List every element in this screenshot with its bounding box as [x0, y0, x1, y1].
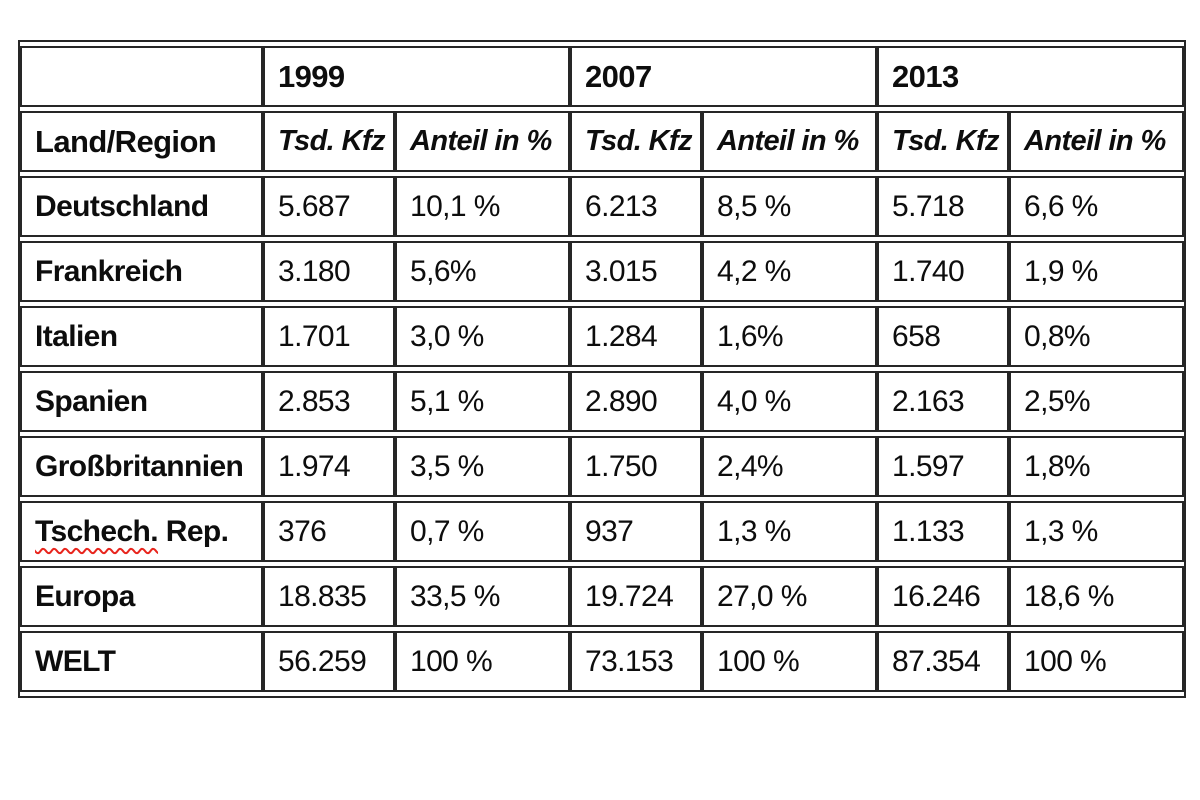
data-cell: 5.718	[877, 176, 1010, 237]
data-cell: 1.740	[877, 241, 1010, 302]
spellcheck-underline: Tschech.	[35, 514, 159, 548]
table-row: Italien 1.701 3,0 % 1.284 1,6% 658 0,8%	[20, 306, 1185, 367]
row-label: Europa	[20, 566, 263, 627]
data-cell: 18.835	[263, 566, 395, 627]
data-cell: 2,4%	[702, 436, 878, 497]
data-cell: 1.284	[570, 306, 703, 367]
data-cell: 4,2 %	[702, 241, 878, 302]
data-cell: 18,6 %	[1009, 566, 1185, 627]
data-cell: 376	[263, 501, 395, 562]
data-cell: 19.724	[570, 566, 703, 627]
data-cell: 33,5 %	[395, 566, 571, 627]
row-label: Italien	[20, 306, 263, 367]
row-label: Frankreich	[20, 241, 263, 302]
data-cell: 0,8%	[1009, 306, 1185, 367]
column-header-kfz-2013: Tsd. Kfz	[877, 111, 1010, 172]
row-label: Großbritannien	[20, 436, 263, 497]
row-label: Tschech. Rep.	[20, 501, 263, 562]
column-header-row: Land/Region Tsd. Kfz Anteil in % Tsd. Kf…	[20, 111, 1185, 172]
data-cell: 10,1 %	[395, 176, 571, 237]
data-cell: 1,6%	[702, 306, 878, 367]
year-header-1999: 1999	[263, 46, 571, 107]
data-cell: 87.354	[877, 631, 1010, 692]
data-cell: 2.853	[263, 371, 395, 432]
data-cell: 2.890	[570, 371, 703, 432]
column-header-kfz-2007: Tsd. Kfz	[570, 111, 703, 172]
table-row: Großbritannien 1.974 3,5 % 1.750 2,4% 1.597 1,…	[20, 436, 1185, 497]
vehicle-production-table: 1999 2007 2013 Land/Region Tsd. Kfz Ante…	[20, 42, 1185, 696]
table-row: Tschech. Rep. 376 0,7 % 937 1,3 % 1.133 1,3 %	[20, 501, 1185, 562]
data-cell: 3,5 %	[395, 436, 571, 497]
column-header-anteil-2007: Anteil in %	[702, 111, 878, 172]
data-cell: 56.259	[263, 631, 395, 692]
data-cell: 1,3 %	[702, 501, 878, 562]
column-header-kfz-1999: Tsd. Kfz	[263, 111, 395, 172]
year-header-2007: 2007	[570, 46, 878, 107]
data-cell: 1.133	[877, 501, 1010, 562]
row-label: Spanien	[20, 371, 263, 432]
table-row: WELT 56.259 100 % 73.153 100 % 87.354 100 %	[20, 631, 1185, 692]
table-row: Frankreich 3.180 5,6% 3.015 4,2 % 1.740 1,9 %	[20, 241, 1185, 302]
data-cell: 2,5%	[1009, 371, 1185, 432]
data-cell: 3.180	[263, 241, 395, 302]
data-cell: 1.701	[263, 306, 395, 367]
data-cell: 5,1 %	[395, 371, 571, 432]
data-cell: 658	[877, 306, 1010, 367]
data-cell: 8,5 %	[702, 176, 878, 237]
row-label: Deutschland	[20, 176, 263, 237]
data-cell: 6,6 %	[1009, 176, 1185, 237]
data-cell: 4,0 %	[702, 371, 878, 432]
data-cell: 0,7 %	[395, 501, 571, 562]
data-cell: 100 %	[1009, 631, 1185, 692]
data-cell: 1.597	[877, 436, 1010, 497]
data-cell: 1.750	[570, 436, 703, 497]
row-label: WELT	[20, 631, 263, 692]
corner-cell	[20, 46, 263, 107]
data-cell: 1,9 %	[1009, 241, 1185, 302]
data-cell: 3,0 %	[395, 306, 571, 367]
column-header-anteil-2013: Anteil in %	[1009, 111, 1185, 172]
data-cell: 73.153	[570, 631, 703, 692]
table-body: Deutschland 5.687 10,1 % 6.213 8,5 % 5.718 6,6…	[20, 176, 1185, 692]
data-cell: 6.213	[570, 176, 703, 237]
table-row: Europa 18.835 33,5 % 19.724 27,0 % 16.246 18,6…	[20, 566, 1185, 627]
data-cell: 2.163	[877, 371, 1010, 432]
data-cell: 1,3 %	[1009, 501, 1185, 562]
data-cell: 1.974	[263, 436, 395, 497]
data-cell: 16.246	[877, 566, 1010, 627]
data-cell: 5,6%	[395, 241, 571, 302]
table-row: Deutschland 5.687 10,1 % 6.213 8,5 % 5.718 6,6…	[20, 176, 1185, 237]
column-header-region: Land/Region	[20, 111, 263, 172]
year-header-2013: 2013	[877, 46, 1185, 107]
data-cell: 937	[570, 501, 703, 562]
statistics-table-frame: 1999 2007 2013 Land/Region Tsd. Kfz Ante…	[18, 40, 1186, 698]
table-row: Spanien 2.853 5,1 % 2.890 4,0 % 2.163 2,5%	[20, 371, 1185, 432]
data-cell: 27,0 %	[702, 566, 878, 627]
data-cell: 3.015	[570, 241, 703, 302]
column-header-anteil-1999: Anteil in %	[395, 111, 571, 172]
year-header-row: 1999 2007 2013	[20, 46, 1185, 107]
data-cell: 100 %	[395, 631, 571, 692]
data-cell: 100 %	[702, 631, 878, 692]
data-cell: 1,8%	[1009, 436, 1185, 497]
data-cell: 5.687	[263, 176, 395, 237]
